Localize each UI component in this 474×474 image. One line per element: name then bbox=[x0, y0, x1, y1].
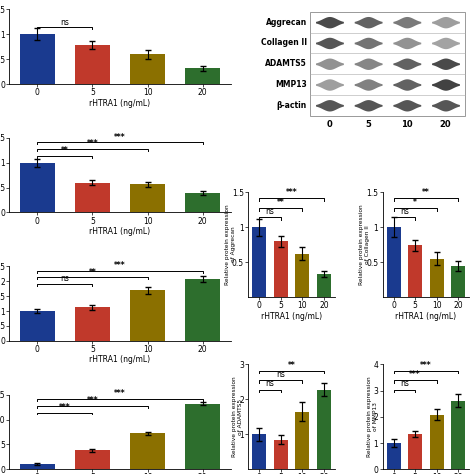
Text: **: ** bbox=[61, 146, 69, 155]
Bar bbox=[408, 246, 422, 297]
Text: ns: ns bbox=[400, 380, 409, 389]
Text: 20: 20 bbox=[440, 120, 451, 129]
Text: **: ** bbox=[422, 188, 430, 197]
Text: ***: *** bbox=[87, 139, 98, 148]
Bar bbox=[295, 411, 310, 469]
Bar bbox=[129, 184, 165, 212]
Bar bbox=[317, 390, 331, 469]
Bar bbox=[451, 266, 465, 297]
Bar bbox=[252, 227, 266, 297]
Text: ***: *** bbox=[114, 261, 126, 270]
Text: *: * bbox=[413, 198, 417, 207]
Text: 0: 0 bbox=[327, 120, 332, 129]
X-axis label: rHTRA1 (ng/mL): rHTRA1 (ng/mL) bbox=[90, 356, 151, 365]
Bar bbox=[74, 46, 110, 84]
Text: ***: *** bbox=[410, 370, 421, 379]
Bar bbox=[408, 434, 422, 469]
Text: ***: *** bbox=[286, 188, 297, 197]
Bar bbox=[310, 12, 465, 116]
Bar bbox=[74, 308, 110, 341]
Text: ***: *** bbox=[114, 133, 126, 142]
Text: Collagen II: Collagen II bbox=[261, 38, 307, 47]
Text: ***: *** bbox=[420, 361, 432, 370]
Text: ns: ns bbox=[61, 18, 69, 27]
Bar bbox=[19, 163, 55, 212]
X-axis label: rHTRA1 (ng/mL): rHTRA1 (ng/mL) bbox=[261, 311, 322, 320]
Text: **: ** bbox=[288, 361, 295, 370]
Bar bbox=[430, 259, 444, 297]
Text: ns: ns bbox=[400, 207, 409, 216]
Text: ***: *** bbox=[114, 389, 126, 398]
Y-axis label: Relative protein expression
of MMP13: Relative protein expression of MMP13 bbox=[366, 376, 378, 457]
Bar bbox=[252, 434, 266, 469]
Bar bbox=[129, 54, 165, 84]
Bar bbox=[19, 34, 55, 84]
Text: ns: ns bbox=[265, 207, 274, 216]
Text: ns: ns bbox=[276, 370, 285, 379]
Text: 5: 5 bbox=[365, 120, 371, 129]
Text: 10: 10 bbox=[401, 120, 413, 129]
Text: MMP13: MMP13 bbox=[275, 80, 307, 89]
Bar bbox=[185, 192, 220, 212]
X-axis label: rHTRA1 (ng/mL): rHTRA1 (ng/mL) bbox=[90, 99, 151, 108]
Text: ***: *** bbox=[59, 403, 71, 412]
Bar bbox=[185, 279, 220, 341]
Bar bbox=[295, 254, 310, 297]
Bar bbox=[19, 465, 55, 469]
Text: ADAMTS5: ADAMTS5 bbox=[265, 59, 307, 68]
Bar bbox=[386, 443, 401, 469]
Text: β-actin: β-actin bbox=[276, 101, 307, 110]
Bar bbox=[451, 401, 465, 469]
Bar bbox=[274, 241, 288, 297]
Y-axis label: Relative protein expression
of Aggrecan: Relative protein expression of Aggrecan bbox=[225, 204, 236, 285]
Bar bbox=[129, 433, 165, 469]
Bar bbox=[74, 450, 110, 469]
Text: ns: ns bbox=[265, 380, 274, 389]
Text: ns: ns bbox=[61, 274, 69, 283]
Bar bbox=[185, 403, 220, 469]
X-axis label: rHTRA1 (ng/mL): rHTRA1 (ng/mL) bbox=[90, 227, 151, 236]
Bar bbox=[74, 182, 110, 212]
Text: **: ** bbox=[277, 198, 284, 207]
Bar bbox=[274, 439, 288, 469]
Bar bbox=[129, 290, 165, 341]
Text: ***: *** bbox=[87, 396, 98, 405]
Bar bbox=[19, 311, 55, 341]
Bar bbox=[386, 227, 401, 297]
Bar bbox=[317, 274, 331, 297]
Text: **: ** bbox=[89, 268, 96, 277]
Bar bbox=[430, 415, 444, 469]
Y-axis label: Relative protein expression
of Collagen II: Relative protein expression of Collagen … bbox=[359, 204, 371, 285]
Text: Aggrecan: Aggrecan bbox=[265, 18, 307, 27]
Y-axis label: Relative protein expression
of ADAMTS5: Relative protein expression of ADAMTS5 bbox=[232, 376, 243, 457]
Bar bbox=[185, 68, 220, 84]
X-axis label: rHTRA1 (ng/mL): rHTRA1 (ng/mL) bbox=[395, 311, 456, 320]
